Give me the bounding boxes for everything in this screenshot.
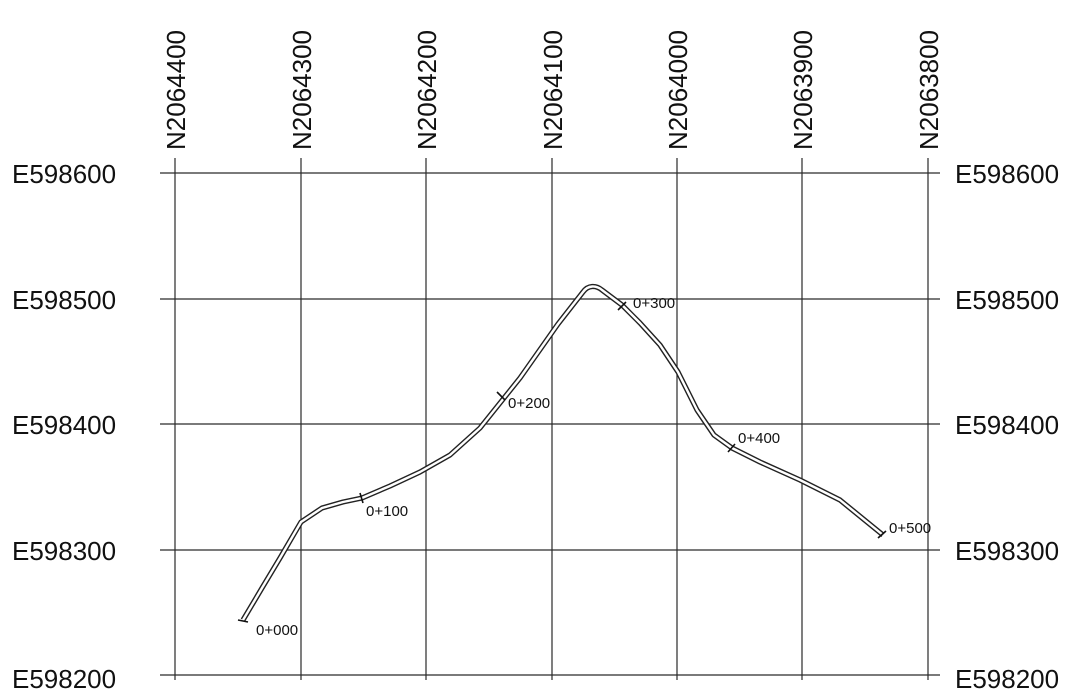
- northing-label: N2063800: [914, 30, 944, 150]
- easting-labels-right: E598600 E598500 E598400 E598300 E598200: [955, 159, 1059, 693]
- easting-label-left: E598500: [12, 285, 116, 315]
- station-label: 0+400: [738, 430, 780, 447]
- alignment: [240, 283, 885, 622]
- easting-labels-left: E598600 E598500 E598400 E598300 E598200: [12, 159, 116, 693]
- station-labels: 0+000 0+100 0+200 0+300 0+400 0+500: [256, 295, 931, 639]
- station-label: 0+100: [366, 503, 408, 520]
- station-tick: [496, 391, 506, 401]
- northing-label: N2064400: [161, 30, 191, 150]
- easting-label-left: E598300: [12, 536, 116, 566]
- station-ticks: [237, 301, 887, 623]
- easting-label-right: E598300: [955, 536, 1059, 566]
- station-tick: [359, 492, 364, 504]
- northing-label: N2064200: [412, 30, 442, 150]
- station-tick: [617, 301, 627, 311]
- easting-grid-lines: [160, 172, 940, 676]
- station-label: 0+500: [889, 520, 931, 537]
- northing-label: N2064000: [663, 30, 693, 150]
- northing-label: N2064100: [538, 30, 568, 150]
- easting-label-right: E598500: [955, 285, 1059, 315]
- station-label: 0+200: [508, 395, 550, 412]
- northing-label: N2064300: [287, 30, 317, 150]
- station-tick: [877, 530, 887, 539]
- easting-label-left: E598400: [12, 410, 116, 440]
- station-tick: [727, 443, 736, 453]
- alignment-outline: [240, 283, 885, 622]
- alignment-inner: [241, 285, 884, 621]
- station-tick: [237, 619, 249, 623]
- station-label: 0+000: [256, 622, 298, 639]
- northing-labels: N2064400 N2064300 N2064200 N2064100 N206…: [161, 30, 944, 150]
- easting-label-left: E598200: [12, 664, 116, 693]
- easting-label-right: E598400: [955, 410, 1059, 440]
- station-label: 0+300: [633, 295, 675, 312]
- easting-label-right: E598600: [955, 159, 1059, 189]
- northing-label: N2063900: [788, 30, 818, 150]
- northing-grid-lines: [174, 158, 929, 680]
- easting-label-right: E598200: [955, 664, 1059, 693]
- easting-label-left: E598600: [12, 159, 116, 189]
